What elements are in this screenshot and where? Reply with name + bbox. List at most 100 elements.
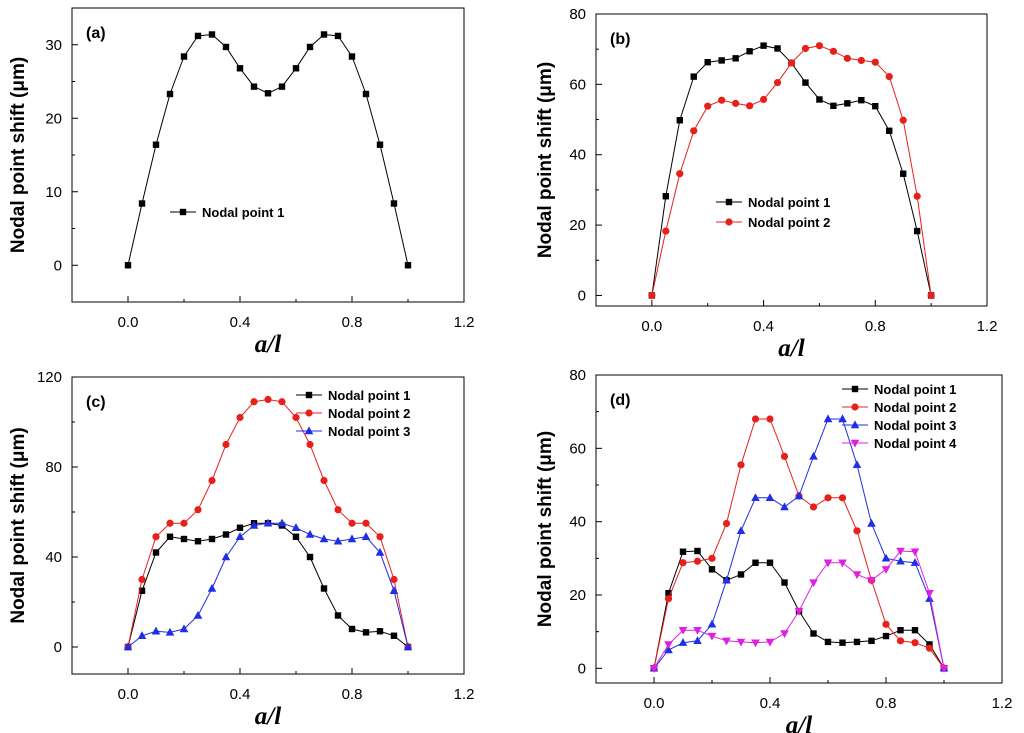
data-point	[665, 589, 672, 597]
data-point	[872, 102, 879, 110]
data-point	[853, 527, 861, 535]
data-point	[264, 90, 272, 97]
data-point	[334, 506, 342, 514]
data-point	[816, 96, 823, 103]
data-point	[746, 102, 754, 110]
legend-marker	[850, 420, 860, 429]
legend-entry: Nodal point 1	[748, 195, 830, 210]
data-point	[722, 637, 731, 646]
chart-panel-2: 0.0 0.4 0.8 1.2 0 20 40 60 80 Nodal point shift (…	[535, 6, 997, 362]
y-tick-label: 40	[45, 549, 62, 566]
chart-panel-1: 0.0 0.4 0.8 1.2 0 10 20 30 Nodal point shift (μm…	[8, 7, 475, 358]
data-point	[375, 547, 385, 556]
data-point	[852, 571, 862, 580]
y-axis-label: Nodal point shift (μm)	[8, 427, 29, 623]
y-tick-label: 30	[45, 37, 62, 54]
data-point	[774, 45, 781, 52]
y-tick-label: 40	[569, 147, 586, 164]
data-point	[780, 630, 789, 639]
data-point	[853, 638, 861, 646]
x-tick-label: 0.8	[876, 695, 897, 712]
data-point	[264, 395, 272, 404]
x-tick-label: 0.0	[644, 695, 665, 712]
data-point	[320, 31, 328, 38]
x-tick-label: 1.2	[992, 695, 1013, 712]
data-point	[925, 594, 934, 602]
x-tick-label: 0.8	[342, 314, 363, 331]
data-point	[707, 619, 717, 628]
data-point	[221, 552, 231, 561]
data-point	[320, 585, 328, 592]
data-point	[809, 579, 818, 588]
x-tick-label: 0.8	[342, 686, 363, 703]
data-point	[263, 518, 273, 527]
y-tick-label: 60	[569, 76, 586, 93]
x-tick-label: 0.0	[118, 314, 139, 331]
data-point	[676, 117, 683, 124]
legend: Nodal point 1	[170, 205, 284, 220]
data-point	[222, 531, 230, 538]
data-point	[868, 637, 875, 645]
data-point	[925, 644, 934, 652]
data-point	[292, 413, 300, 422]
data-point	[348, 519, 356, 527]
data-point	[737, 571, 745, 578]
data-point	[911, 627, 919, 634]
y-tick-label: 40	[569, 514, 586, 531]
legend-entry: Nodal point 3	[328, 424, 410, 439]
data-point	[138, 575, 146, 584]
data-point	[773, 79, 782, 87]
data-point	[334, 612, 342, 619]
data-point	[648, 291, 656, 300]
x-axis-label: a/l	[255, 703, 281, 730]
y-tick-label: 0	[54, 639, 62, 656]
data-point	[839, 639, 846, 646]
data-point	[925, 589, 934, 598]
data-point	[823, 414, 833, 423]
x-tick-label: 0.4	[753, 318, 774, 335]
data-point	[886, 127, 893, 134]
data-point	[838, 559, 847, 568]
plot-frame	[71, 376, 465, 675]
data-point	[235, 532, 245, 540]
x-axis-label: a/l	[786, 712, 812, 733]
data-point	[838, 414, 847, 423]
data-point	[222, 43, 230, 51]
data-point	[166, 533, 174, 540]
data-point	[138, 587, 146, 594]
data-point	[900, 170, 907, 177]
data-point	[306, 440, 314, 449]
data-point	[151, 626, 161, 635]
legend-entry: Nodal point 1	[202, 205, 284, 220]
series-2	[648, 42, 935, 300]
x-tick-label: 1.2	[454, 314, 475, 331]
legend-entry: Nodal point 4	[874, 436, 957, 451]
plot-frame	[595, 13, 988, 307]
data-point	[722, 575, 731, 584]
data-point	[780, 502, 789, 511]
data-point	[194, 32, 202, 40]
series-4	[649, 547, 949, 673]
panel-label: (d)	[610, 392, 630, 409]
data-point	[180, 53, 188, 60]
data-point	[319, 534, 329, 543]
data-point	[166, 90, 174, 98]
data-point	[305, 529, 315, 538]
data-point	[810, 630, 817, 637]
chart-panel-3: 0.0 0.4 0.8 1.2 0 40 80 120 Nodal point shift (μ…	[8, 369, 474, 730]
y-tick-label: 10	[45, 184, 62, 201]
data-point	[179, 624, 189, 633]
data-point	[867, 577, 876, 585]
data-point	[404, 262, 412, 269]
data-point	[737, 461, 745, 469]
series-line	[651, 45, 932, 296]
data-point	[124, 262, 132, 269]
data-point	[794, 607, 804, 616]
data-point	[704, 102, 712, 110]
data-point	[693, 557, 702, 565]
data-point	[236, 524, 244, 531]
data-point	[236, 413, 244, 422]
data-point	[857, 56, 865, 65]
data-point	[809, 503, 818, 511]
data-point	[718, 96, 726, 104]
